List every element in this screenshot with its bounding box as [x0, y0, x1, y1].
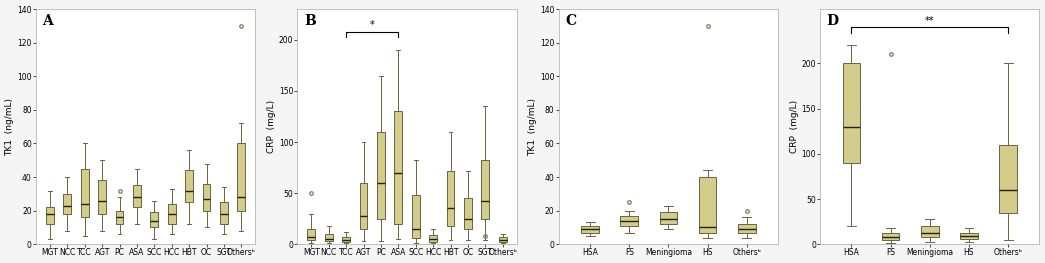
PathPatch shape [237, 144, 246, 211]
PathPatch shape [133, 185, 141, 207]
PathPatch shape [359, 183, 368, 229]
PathPatch shape [446, 171, 455, 226]
PathPatch shape [429, 235, 437, 242]
PathPatch shape [960, 232, 978, 239]
PathPatch shape [64, 194, 71, 214]
PathPatch shape [921, 226, 938, 237]
PathPatch shape [498, 237, 507, 242]
Text: *: * [370, 20, 374, 31]
PathPatch shape [185, 170, 193, 202]
PathPatch shape [581, 226, 599, 232]
PathPatch shape [203, 184, 210, 211]
PathPatch shape [659, 212, 677, 224]
Text: **: ** [925, 16, 934, 26]
PathPatch shape [80, 169, 89, 218]
PathPatch shape [999, 145, 1017, 213]
Text: B: B [304, 14, 316, 28]
PathPatch shape [168, 204, 176, 224]
PathPatch shape [482, 160, 489, 219]
PathPatch shape [882, 234, 900, 240]
PathPatch shape [394, 111, 402, 224]
Text: A: A [43, 14, 53, 28]
PathPatch shape [342, 237, 350, 242]
Text: D: D [827, 14, 839, 28]
PathPatch shape [116, 211, 123, 224]
PathPatch shape [325, 234, 332, 241]
Y-axis label: CRP  (mg/L): CRP (mg/L) [266, 100, 276, 153]
Y-axis label: TK1  (ng/mL): TK1 (ng/mL) [5, 98, 15, 156]
PathPatch shape [621, 216, 638, 226]
Y-axis label: CRP  (mg/L): CRP (mg/L) [790, 100, 798, 153]
PathPatch shape [220, 202, 228, 224]
PathPatch shape [464, 198, 472, 229]
PathPatch shape [307, 229, 316, 240]
PathPatch shape [412, 195, 420, 238]
PathPatch shape [46, 207, 54, 224]
Text: C: C [565, 14, 577, 28]
PathPatch shape [842, 63, 860, 163]
PathPatch shape [98, 180, 106, 214]
PathPatch shape [377, 132, 385, 219]
PathPatch shape [150, 212, 158, 227]
PathPatch shape [738, 224, 756, 232]
Y-axis label: TK1  (ng/mL): TK1 (ng/mL) [529, 98, 537, 156]
PathPatch shape [699, 177, 717, 232]
